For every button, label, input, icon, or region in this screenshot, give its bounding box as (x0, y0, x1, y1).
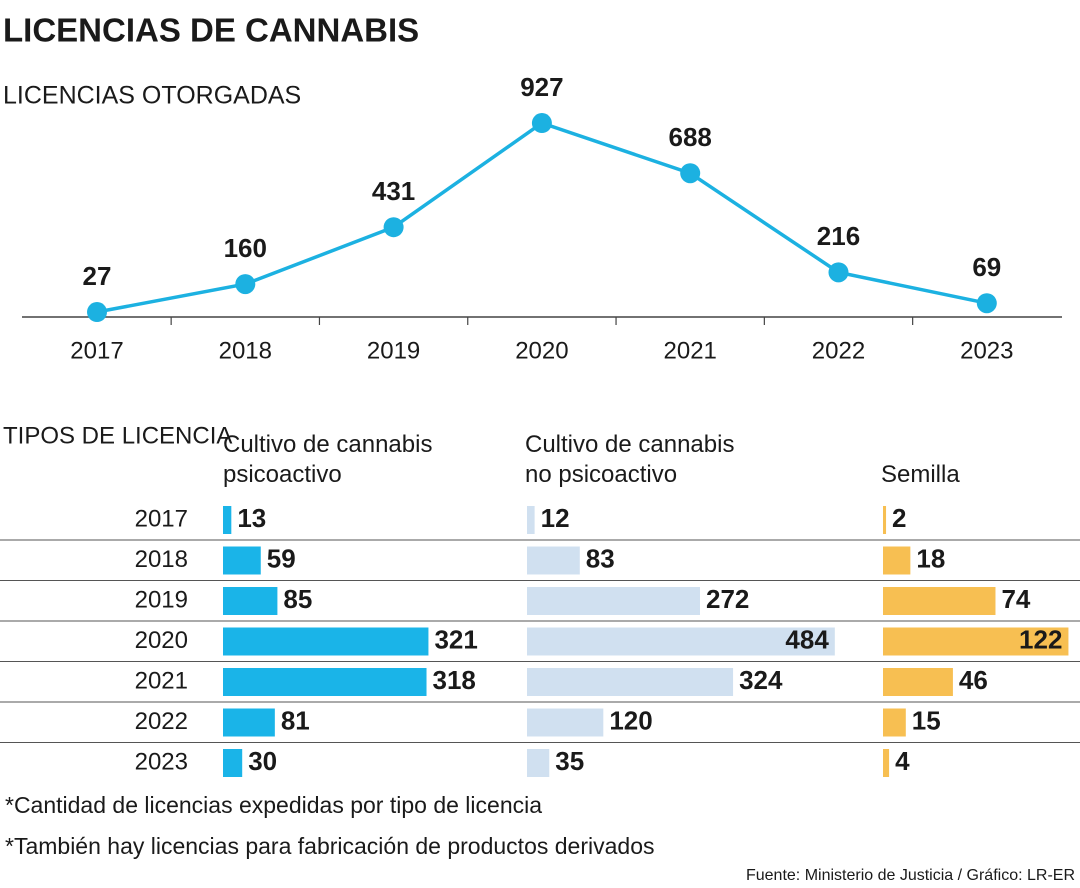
bar (527, 506, 535, 534)
bar (883, 708, 906, 737)
x-tick-label: 2019 (367, 337, 420, 364)
x-tick-label: 2020 (515, 337, 568, 364)
point (531, 113, 552, 134)
point (976, 293, 997, 314)
value-label: 122 (1019, 624, 1062, 654)
value-label: 12 (541, 503, 570, 533)
bar (223, 708, 275, 737)
value-label: 30 (248, 746, 277, 776)
bar (527, 668, 734, 696)
value-label: 15 (912, 705, 941, 735)
bar (527, 627, 835, 656)
value-label: 27 (83, 261, 112, 291)
value-label: 321 (434, 624, 477, 654)
row-label: 2017 (135, 505, 188, 532)
bar (223, 627, 429, 656)
value-label: 484 (785, 624, 829, 654)
value-label: 69 (972, 252, 1001, 282)
legend-label: Cultivo de cannabis no psicoactivo (525, 431, 735, 488)
bar (527, 587, 700, 615)
bar (223, 668, 427, 696)
value-label: 35 (555, 746, 584, 776)
value-label: 120 (609, 705, 652, 735)
bar (527, 749, 550, 777)
bar (527, 708, 604, 737)
bar (527, 546, 580, 575)
point (235, 274, 256, 295)
row-label: 2021 (135, 667, 188, 694)
value-label: 13 (237, 503, 266, 533)
value-label: 431 (372, 176, 415, 206)
value-label: 46 (959, 665, 988, 695)
bar (883, 546, 911, 575)
point (828, 262, 849, 283)
subtitle: LICENCIAS OTORGADAS (3, 82, 301, 110)
value-label: 74 (1001, 584, 1030, 614)
legend-label: Semilla (881, 461, 960, 488)
bar (883, 749, 890, 777)
value-label: 324 (739, 665, 783, 695)
value-label: 688 (669, 122, 712, 152)
bar (223, 587, 278, 615)
x-tick-label: 2021 (664, 337, 717, 364)
row-label: 2023 (135, 748, 188, 775)
row-label: 2020 (135, 627, 188, 654)
value-label: 59 (267, 543, 296, 573)
x-tick-label: 2017 (70, 337, 123, 364)
bar (223, 546, 261, 575)
value-label: 927 (520, 72, 563, 102)
point (680, 163, 701, 184)
bar (223, 749, 243, 777)
bar (223, 506, 232, 534)
point (87, 302, 107, 323)
value-label: 4 (895, 746, 910, 776)
bar (883, 668, 953, 696)
bar (883, 627, 1069, 656)
source: Fuente: Ministerio de Justicia / Gráfico… (746, 867, 1075, 884)
value-label: 18 (916, 543, 945, 573)
value-label: 83 (586, 543, 615, 573)
note: *Cantidad de licencias expedidas por tip… (5, 792, 542, 818)
note: *También hay licencias para fabricación … (5, 833, 654, 859)
value-label: 318 (433, 665, 476, 695)
row-label: 2022 (135, 708, 188, 735)
row-label: 2019 (135, 586, 188, 613)
value-label: 2 (892, 503, 906, 533)
row-label: 2018 (135, 546, 188, 573)
value-label: 160 (224, 233, 267, 263)
value-label: 81 (281, 705, 310, 735)
table-title: TIPOS DE LICENCIA (3, 422, 232, 449)
x-tick-label: 2018 (219, 337, 272, 364)
line (96, 121, 988, 314)
x-tick-label: 2022 (812, 337, 865, 364)
value-label: 85 (283, 584, 312, 614)
bar (883, 587, 996, 615)
title: LICENCIAS DE CANNABIS (3, 12, 419, 49)
legend-label: Cultivo de cannabis psicoactivo (223, 431, 433, 488)
point (383, 217, 404, 238)
value-label: 272 (706, 584, 749, 614)
value-label: 216 (817, 221, 860, 251)
bar (883, 506, 887, 534)
x-tick-label: 2023 (960, 337, 1013, 364)
